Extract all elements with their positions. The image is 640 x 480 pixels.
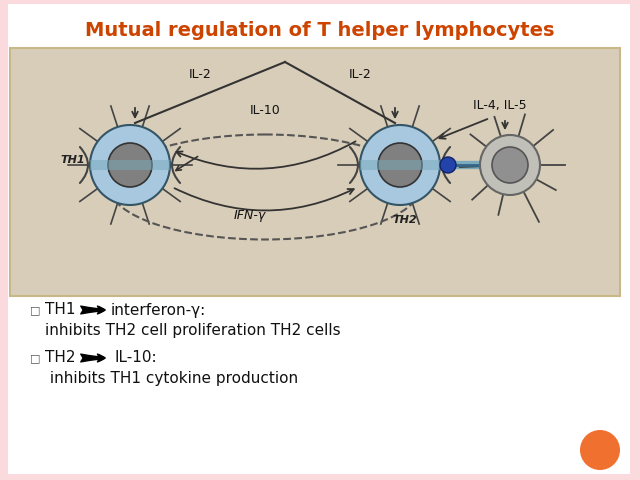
- Circle shape: [108, 143, 152, 187]
- Text: □: □: [30, 305, 40, 315]
- Circle shape: [90, 125, 170, 205]
- FancyBboxPatch shape: [10, 48, 620, 296]
- Text: Mutual regulation of T helper lymphocytes: Mutual regulation of T helper lymphocyte…: [85, 21, 555, 39]
- Text: IL-2: IL-2: [349, 69, 371, 82]
- Text: IL-10: IL-10: [250, 104, 280, 117]
- Circle shape: [492, 147, 528, 183]
- Text: IL-10:: IL-10:: [114, 350, 157, 365]
- Text: □: □: [30, 353, 40, 363]
- Text: IL-4, IL-5: IL-4, IL-5: [473, 98, 527, 111]
- Circle shape: [580, 430, 620, 470]
- FancyBboxPatch shape: [90, 160, 170, 170]
- Circle shape: [378, 143, 422, 187]
- Text: TH1: TH1: [60, 155, 85, 165]
- FancyBboxPatch shape: [8, 4, 630, 474]
- Circle shape: [360, 125, 440, 205]
- Text: inhibits TH2 cell proliferation TH2 cells: inhibits TH2 cell proliferation TH2 cell…: [45, 323, 340, 337]
- Circle shape: [440, 157, 456, 173]
- Circle shape: [480, 135, 540, 195]
- Text: interferon-γ:: interferon-γ:: [111, 302, 206, 317]
- Text: inhibits TH1 cytokine production: inhibits TH1 cytokine production: [45, 371, 298, 385]
- Text: TH2: TH2: [45, 350, 76, 365]
- Text: IFN-γ: IFN-γ: [234, 208, 266, 221]
- Text: TH2: TH2: [393, 215, 417, 225]
- Text: IL-2: IL-2: [189, 69, 211, 82]
- FancyBboxPatch shape: [360, 160, 440, 170]
- Text: TH1: TH1: [45, 302, 76, 317]
